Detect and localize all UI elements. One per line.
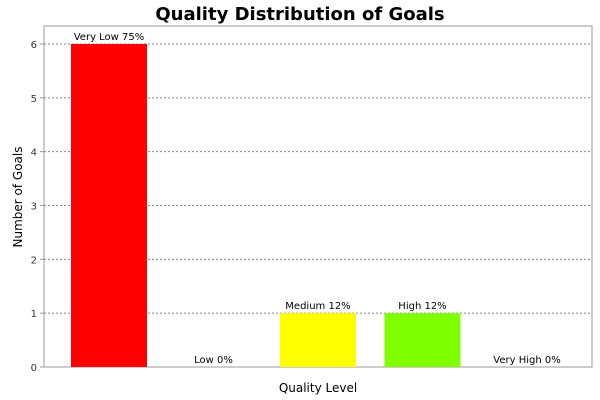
bar-label: Very High 0% <box>493 355 560 366</box>
y-axis-ticks: 0 1 2 3 4 5 6 <box>31 40 44 374</box>
bar-label: Low 0% <box>194 355 233 366</box>
y-tick-label: 2 <box>31 255 37 266</box>
y-axis-label: Number of Goals <box>11 147 25 248</box>
bar-high <box>384 313 461 367</box>
y-tick-label: 6 <box>31 40 37 51</box>
bar-label: Very Low 75% <box>74 32 145 43</box>
y-tick-label: 1 <box>31 309 37 320</box>
x-axis-label: Quality Level <box>279 381 357 395</box>
y-tick-label: 3 <box>31 202 37 213</box>
y-tick-label: 0 <box>31 363 37 374</box>
y-tick-label: 4 <box>31 148 37 159</box>
chart-title: Quality Distribution of Goals <box>155 4 444 25</box>
bar-label: Medium 12% <box>285 301 350 312</box>
bars <box>71 44 461 367</box>
bar-very-low <box>71 44 147 367</box>
bar-labels: Very Low 75% Low 0% Medium 12% High 12% Very… <box>74 32 561 366</box>
bar-label: High 12% <box>398 301 446 312</box>
bar-medium <box>280 313 356 367</box>
y-tick-label: 5 <box>31 94 37 105</box>
